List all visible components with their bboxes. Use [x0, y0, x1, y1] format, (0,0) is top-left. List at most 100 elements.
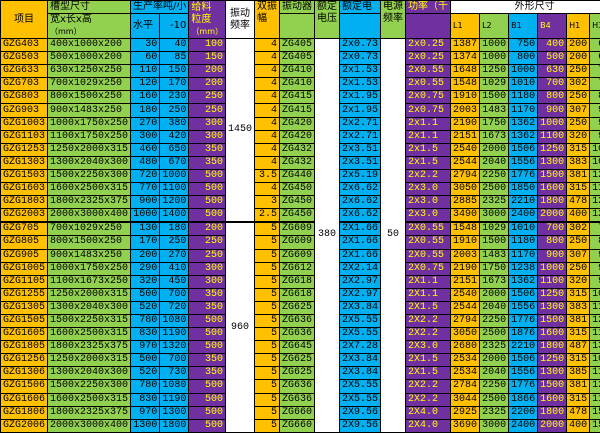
cell-b4: 1500 [537, 313, 568, 329]
cell-vibrator: ZG660 [279, 405, 316, 420]
cell-amplitude: 4 [254, 37, 281, 53]
cell-amplitude: 4 [254, 129, 281, 144]
amplitude-line2: 幅 [257, 13, 268, 24]
cell-vibrator: ZG432 [279, 142, 316, 157]
cell-rated-current: 2x6.62 [339, 195, 382, 210]
cell-power: 2X4.0 [405, 418, 452, 433]
header-rated-voltage: 额定 电压 [314, 0, 341, 39]
header-item: 项目 [0, 0, 49, 39]
cell-capacity-horizontal: 200 [130, 248, 161, 263]
vib-freq-line2: 频率 [230, 19, 250, 31]
cell-trough-size: 1250x2000x315 [47, 353, 132, 368]
table-row: GZG703 700x1029x250 120 170 200 4 ZG410 2x1.53 2… [0, 77, 600, 92]
cell-feed-size: 300 [188, 274, 226, 289]
cell-trough-size: 900x1483x250 [47, 103, 132, 118]
table-row: GZG1606 1600x2500x315 830 1190 500 5 ZG636 2X5.… [0, 392, 600, 407]
cell-l2: 2000 [479, 353, 510, 368]
table-row: GZG1305 1300x2040x300 520 720 350 5 ZG625 2X3.8… [0, 300, 600, 315]
cell-l2: 1000 [479, 51, 510, 66]
header-vib-freq: 振动 频率 [224, 0, 256, 39]
cell-h3: 1009 [589, 287, 600, 302]
cell-amplitude: 3.5 [254, 168, 281, 184]
cell-model: GZG1505 [0, 313, 49, 329]
cell-l1: 3044 [450, 392, 481, 407]
cell-power: 2x2.2 [405, 168, 452, 184]
cell-trough-size: 1500x2250x300 [47, 379, 132, 394]
cell-power: 2X1.5 [405, 300, 452, 315]
cell-h3: 600 [589, 37, 600, 53]
cell-capacity-horizontal: 970 [130, 340, 161, 355]
table-row: GZG803 800x1500x250 160 230 250 4 ZG415 2x1.95 2… [0, 90, 600, 105]
cell-amplitude: 4 [254, 142, 281, 157]
cell-b4: 1600 [537, 392, 568, 407]
header-vibrator-blank [279, 13, 316, 39]
cell-rated-current: 2X5.55 [339, 379, 382, 394]
rated-voltage-line2: 电压 [317, 13, 338, 24]
cell-l2: 2000 [479, 142, 510, 157]
cell-amplitude: 4 [254, 182, 281, 197]
cell-b1: 2200 [508, 405, 539, 420]
cell-trough-size: 1300x2040x300 [47, 155, 132, 170]
cell-l1: 2544 [450, 155, 481, 170]
cell-trough-size: 2000x3000x400 [47, 208, 132, 223]
cell-h3: 1555 [589, 405, 600, 420]
cell-trough-size: 1100x1673x250 [47, 274, 132, 289]
cell-h1: 307 [566, 248, 591, 263]
cell-h3: 1170 [589, 392, 600, 407]
cell-h1: 302 [566, 221, 591, 237]
cell-vibrator: ZG645 [279, 340, 316, 355]
cell-h1: 200 [566, 51, 591, 66]
cell-trough-size: 1600x2500x315 [47, 327, 132, 342]
cell-l2: 1483 [479, 103, 510, 118]
cell-capacity-minus10: 700 [159, 287, 190, 302]
cell-feed-size: 200 [188, 221, 226, 237]
cell-feed-size: 350 [188, 287, 226, 302]
header-rated-current: 额定电 [339, 0, 382, 14]
cell-l1: 1387 [450, 37, 481, 53]
cell-trough-size: 1600x2500x315 [47, 392, 132, 407]
cell-vibrator: ZG450 [279, 195, 316, 210]
table-row: GZG1806 1800x2325x375 970 1300 500 5 ZG660 2X9.… [0, 405, 600, 420]
cell-amplitude: 5 [254, 221, 281, 237]
cell-vibrator: ZG618 [279, 274, 316, 289]
cell-b4: 1250 [537, 142, 568, 157]
cell-l1: 2534 [450, 366, 481, 381]
cell-capacity-minus10: 670 [159, 155, 190, 170]
cell-model: GZG903 [0, 103, 49, 118]
cell-trough-size: 1250x2000x315 [47, 142, 132, 157]
cell-b1: 1000 [508, 64, 539, 79]
cell-feed-size: 250 [188, 235, 226, 250]
header-capacity-minus10: -10 [159, 13, 190, 39]
cell-l2: 2250 [479, 313, 510, 329]
cell-rated-current: 2x3.51 [339, 155, 382, 170]
cell-vibrator: ZG612 [279, 261, 316, 276]
cell-b1: 1010 [508, 77, 539, 92]
cell-capacity-horizontal: 830 [130, 327, 161, 342]
cell-trough-size: 400x1000x200 [47, 37, 132, 53]
cell-power: 2X0.55 [405, 235, 452, 250]
cell-h3: 900 [589, 116, 600, 131]
cell-b4: 1000 [537, 261, 568, 276]
cell-amplitude: 5 [254, 287, 281, 302]
table-row: GZG1306 1300x2040x300 520 730 350 5 ZG625 2X3.8… [0, 366, 600, 381]
cell-feed-size: 500 [188, 168, 226, 184]
cell-vibrator: ZG450 [279, 208, 316, 223]
cell-model: GZG803 [0, 90, 49, 105]
cell-amplitude: 2.5 [254, 208, 281, 223]
cell-capacity-horizontal: 970 [130, 405, 161, 420]
cell-model: GZG1806 [0, 405, 49, 420]
cell-rated-current: 2X5.55 [339, 327, 382, 342]
cell-feed-size: 500 [188, 313, 226, 329]
cell-h1: 385 [566, 366, 591, 381]
cell-amplitude: 5 [254, 379, 281, 394]
cell-h1: 320 [566, 274, 591, 289]
cell-capacity-horizontal: 780 [130, 313, 161, 329]
cell-trough-size: 1000x1750x250 [47, 261, 132, 276]
cell-rated-current: 2X2.14 [339, 261, 382, 276]
cell-l2: 2325 [479, 340, 510, 355]
cell-l1: 2151 [450, 129, 481, 144]
table-row: GZG1255 1250x2000x315 500 700 350 5 ZG618 2X2.9… [0, 287, 600, 302]
cell-power: 2x1.1 [405, 129, 452, 144]
cell-capacity-horizontal: 480 [130, 155, 161, 170]
